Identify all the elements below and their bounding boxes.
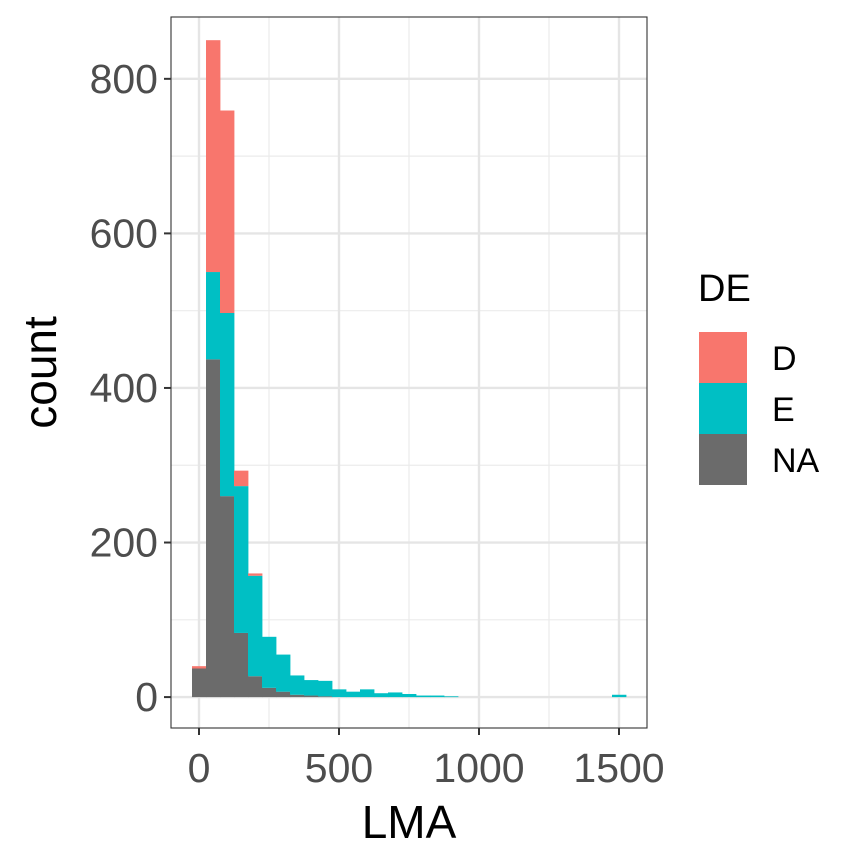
legend-title: DE <box>698 268 751 310</box>
y-tick-label: 400 <box>90 365 158 411</box>
bar-e-bin-675 <box>388 692 403 698</box>
minor-grid <box>171 17 647 728</box>
bar-e-bin-775 <box>416 695 431 698</box>
y-axis-title: count <box>14 316 66 429</box>
bar-e-bin-275 <box>276 654 291 692</box>
bar-e-bin-225 <box>262 636 277 688</box>
legend-label-d: D <box>772 340 797 378</box>
bar-e-bin-425 <box>318 680 333 697</box>
bar-e-bin-475 <box>332 689 347 698</box>
bar-na-bin-225 <box>262 687 277 698</box>
bar-na-bin--25 <box>192 668 207 698</box>
bar-d-bin-125 <box>234 470 249 487</box>
bar-e-bin-875 <box>444 696 459 698</box>
x-tick-label: 0 <box>188 745 211 791</box>
bar-e-bin-25 <box>206 272 221 360</box>
y-axis: 0 200 400 600 800 <box>90 56 171 720</box>
bar-e-bin-75 <box>220 312 235 497</box>
bar-e-bin-375 <box>304 680 319 696</box>
bar-e-bin-125 <box>234 486 249 633</box>
bar-d-bin-175 <box>248 573 263 576</box>
bar-e-bin-625 <box>374 693 389 698</box>
bar-d-bin-25 <box>206 40 221 273</box>
x-axis-title: LMA <box>362 796 457 848</box>
bar-na-bin-375 <box>304 695 319 698</box>
bar-e-bin-525 <box>346 691 361 698</box>
bar-e-bin-575 <box>360 689 375 698</box>
bar-na-bin-25 <box>206 359 221 698</box>
legend-label-e: E <box>772 391 795 429</box>
bar-na-bin-125 <box>234 632 249 698</box>
legend-key-e <box>699 383 747 434</box>
plot-panel-border <box>170 16 648 729</box>
bar-e-bin-325 <box>290 675 305 695</box>
bar-na-bin-175 <box>248 676 263 698</box>
bar-na-bin-75 <box>220 496 235 698</box>
legend-label-na: NA <box>772 442 820 480</box>
bar-e-bin-175 <box>248 575 263 677</box>
bar-d-bin-75 <box>220 110 235 313</box>
bar-e-bin-825 <box>430 695 445 698</box>
bar-d-bin--25 <box>192 666 207 669</box>
bar-na-bin-425 <box>318 696 333 698</box>
legend-items: DE NA <box>699 332 820 485</box>
bar-e-bin-1475 <box>612 694 627 698</box>
y-tick-label: 200 <box>90 520 158 566</box>
legend: DE DE NA <box>698 268 820 485</box>
legend-key-na <box>699 434 747 485</box>
y-tick-label: 600 <box>90 210 158 256</box>
histogram-bars <box>192 40 627 698</box>
bar-e-bin-725 <box>402 693 417 698</box>
bar-na-bin-275 <box>276 691 291 698</box>
bar-na-bin-325 <box>290 694 305 698</box>
y-tick-label: 800 <box>90 56 158 102</box>
y-tick-label: 0 <box>135 674 158 720</box>
x-tick-label: 1500 <box>573 745 664 791</box>
legend-key-d <box>699 332 747 383</box>
x-tick-label: 1000 <box>433 745 524 791</box>
x-axis: 0 500 1000 1500 <box>188 728 665 791</box>
x-tick-label: 500 <box>305 745 373 791</box>
